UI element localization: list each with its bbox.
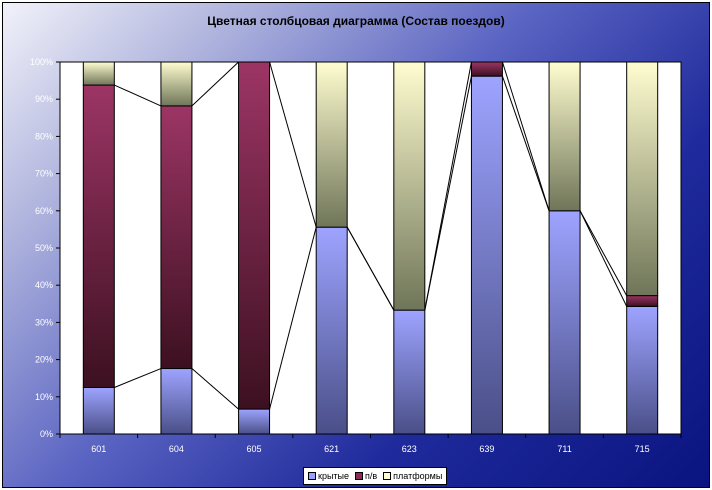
bar-segment: [626, 295, 659, 307]
series-line: [114, 368, 162, 388]
legend-label-platformy: платформы: [393, 471, 443, 481]
legend: крытые п/в платформы: [303, 467, 448, 485]
y-tick-label: 30%: [35, 317, 53, 327]
series-line: [501, 75, 550, 211]
bar-segment: [548, 61, 581, 212]
bar-segment: [160, 61, 193, 107]
y-tick-label: 90%: [35, 94, 53, 104]
chart-title: Цветная столбцовая диаграмма (Состав пое…: [207, 14, 505, 28]
y-tick-label: 10%: [35, 392, 53, 402]
y-tick-label: 100%: [30, 57, 53, 67]
x-tick-label: 715: [635, 444, 650, 454]
legend-swatch-platformy: [383, 472, 392, 480]
series-line: [501, 61, 550, 211]
x-tick-label: 604: [169, 444, 184, 454]
bar-segment: [82, 84, 115, 389]
legend-label-kryty: крытые: [318, 471, 350, 481]
series-line: [191, 61, 239, 107]
bar-segment: [626, 305, 659, 435]
series-line: [579, 210, 628, 296]
x-tick-label: 605: [247, 444, 262, 454]
x-tick-label: 711: [557, 444, 571, 454]
bar-segment: [160, 368, 193, 435]
bar-segment: [82, 61, 115, 86]
bar-segment: [393, 61, 426, 311]
bar-segment: [160, 105, 193, 370]
bar-segment: [626, 61, 659, 297]
bar-segment: [470, 75, 503, 435]
series-line: [346, 226, 395, 311]
bar-segment: [470, 61, 503, 77]
y-tick-label: 50%: [35, 243, 53, 253]
series-line: [579, 210, 628, 307]
legend-swatch-pv: [355, 472, 364, 480]
bar-segment: [393, 309, 426, 435]
bar-segment: [238, 408, 271, 435]
series-line: [269, 227, 317, 410]
x-tick-label: 623: [402, 444, 417, 454]
y-tick-label: 40%: [35, 280, 53, 290]
y-tick-label: 80%: [35, 131, 53, 141]
legend-swatch-kryty: [308, 472, 316, 480]
bar-segment: [82, 387, 115, 435]
series-line: [269, 61, 317, 228]
series-line: [114, 84, 162, 107]
y-tick-label: 70%: [35, 169, 53, 179]
legend-label-pv: п/в: [365, 471, 378, 481]
y-tick-label: 20%: [35, 355, 53, 365]
series-line: [191, 368, 239, 410]
bar-segment: [238, 61, 271, 410]
plot-area: [59, 61, 682, 435]
legend-item-pv: п/в: [355, 471, 377, 481]
legend-item-platformy: платформы: [383, 471, 442, 481]
x-tick-label: 601: [91, 444, 106, 454]
x-tick-label: 639: [479, 444, 494, 454]
bar-segment: [315, 226, 348, 435]
y-tick-label: 60%: [35, 206, 53, 216]
x-tick-label: 621: [324, 444, 339, 454]
bar-segment: [315, 61, 348, 228]
y-tick-label: 0%: [40, 429, 53, 439]
bar-segment: [548, 210, 581, 435]
series-line: [424, 61, 472, 311]
legend-item-kryty: крытые: [308, 471, 349, 481]
